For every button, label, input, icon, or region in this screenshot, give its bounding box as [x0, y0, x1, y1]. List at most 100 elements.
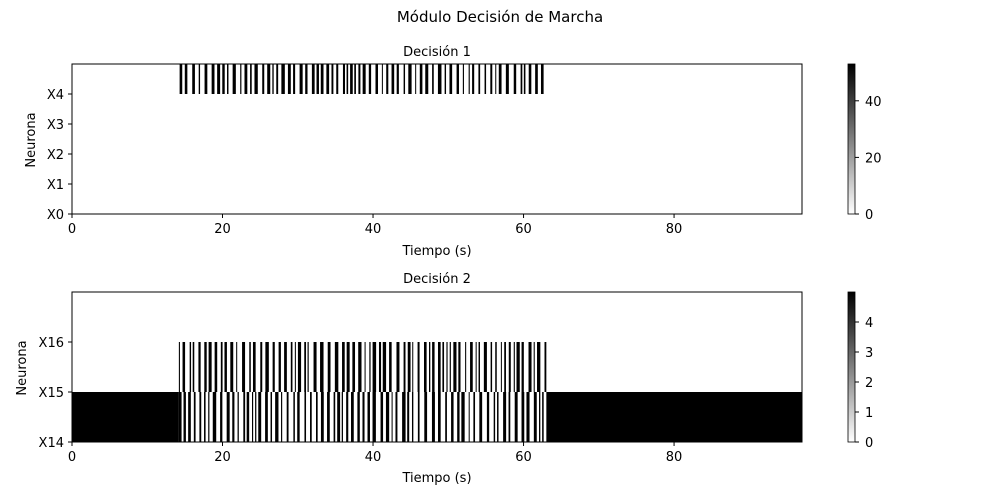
spike-bar [468, 392, 470, 442]
spike-bar [333, 392, 336, 442]
spike-bar [217, 64, 221, 94]
spike-bar [313, 342, 317, 392]
spike-bar [500, 342, 502, 392]
spike-bar [461, 392, 465, 442]
spike-bar [226, 392, 230, 442]
spike-bar [208, 342, 212, 392]
spike-bar [503, 392, 507, 442]
y-tick-label: X0 [47, 208, 64, 223]
spike-bar [490, 342, 493, 392]
solid-activity-block [72, 392, 179, 442]
spike-bar [423, 342, 427, 392]
panel-2-x-ticks: 0 20 40 60 80 [68, 442, 682, 465]
spike-bar [204, 342, 207, 392]
spike-bar [486, 392, 490, 442]
spike-bar [260, 342, 263, 392]
panel-1-xlabel: Tiempo (s) [401, 244, 471, 259]
spike-bar [299, 64, 303, 94]
spike-bar [220, 392, 223, 442]
spike-bar [475, 342, 477, 392]
colorbar-tick-label: 0 [865, 436, 873, 451]
spike-bar [331, 64, 334, 94]
spike-bar [240, 64, 242, 94]
panel-2-colorbar: 0 1 2 3 4 [847, 291, 873, 451]
x-tick-label: 0 [68, 222, 76, 237]
spike-bar [445, 392, 447, 442]
spike-bar [224, 342, 227, 392]
spike-bar [336, 64, 339, 94]
spike-bar [479, 392, 483, 442]
spike-bar [442, 342, 445, 392]
panel-2-spikes [72, 342, 802, 442]
spike-bar [351, 392, 354, 442]
spike-bar [341, 392, 343, 442]
spike-bar [198, 64, 201, 94]
spike-bar [432, 64, 434, 94]
spike-bar [265, 392, 268, 442]
spike-bar [183, 392, 186, 442]
spike-bar [382, 342, 387, 392]
spike-bar [368, 64, 372, 94]
spike-bar [473, 392, 476, 442]
x-tick-label: 40 [365, 450, 382, 465]
spike-bar [372, 392, 376, 442]
spike-bar [265, 342, 269, 392]
spike-bar [453, 342, 457, 392]
spike-bar [465, 342, 467, 392]
y-tick-label: X2 [47, 148, 64, 163]
spike-bar [342, 342, 345, 392]
spike-bar [272, 64, 274, 94]
colorbar-tick-label: 3 [865, 346, 873, 361]
spike-bar [334, 342, 339, 392]
panel-1-y-ticks: X0 X1 X2 X3 X4 [47, 88, 72, 223]
spike-bar [526, 392, 530, 442]
y-tick-label: X14 [39, 436, 64, 451]
spike-bar [402, 392, 406, 442]
spike-bar [432, 342, 435, 392]
spike-bar [544, 342, 547, 392]
spike-bar [276, 64, 279, 94]
spike-bar [342, 64, 345, 94]
spike-bar [411, 392, 414, 442]
spike-bar [294, 342, 296, 392]
spike-bar [286, 392, 289, 442]
spike-bar [297, 342, 302, 392]
spike-bar [457, 392, 460, 442]
spike-bar [193, 392, 196, 442]
x-tick-label: 80 [666, 450, 683, 465]
spike-bar [415, 64, 417, 94]
spike-bar [498, 64, 502, 94]
spike-bar [316, 64, 319, 94]
spike-bar [513, 64, 517, 94]
spike-bar [267, 64, 271, 94]
colorbar-tick-label: 1 [865, 406, 873, 421]
spike-bar [540, 64, 544, 94]
colorbar-tick-label: 0 [865, 208, 873, 223]
spike-bar [389, 342, 392, 392]
spike-bar [375, 64, 379, 94]
spike-bar [537, 342, 541, 392]
spike-bar [243, 392, 246, 442]
spike-bar [472, 64, 475, 94]
spike-bar [192, 64, 195, 94]
spike-bar [367, 392, 370, 442]
spike-bar [478, 342, 480, 392]
spike-bar [358, 64, 361, 94]
spike-bar [281, 392, 283, 442]
spike-bar [514, 392, 518, 442]
spike-bar [483, 342, 487, 392]
colorbar-tick-label: 40 [865, 95, 882, 110]
spike-bar [495, 342, 497, 392]
spike-bar [305, 64, 308, 94]
spike-bar [508, 342, 511, 392]
spike-bar [304, 392, 307, 442]
spike-bar [505, 64, 509, 94]
spike-bar [244, 64, 248, 94]
spike-bar [249, 342, 251, 392]
colorbar-gradient [847, 63, 856, 215]
solid-activity-block [548, 392, 802, 442]
spike-bar [232, 392, 235, 442]
spike-bar [523, 64, 526, 94]
y-tick-label: X4 [47, 88, 64, 103]
